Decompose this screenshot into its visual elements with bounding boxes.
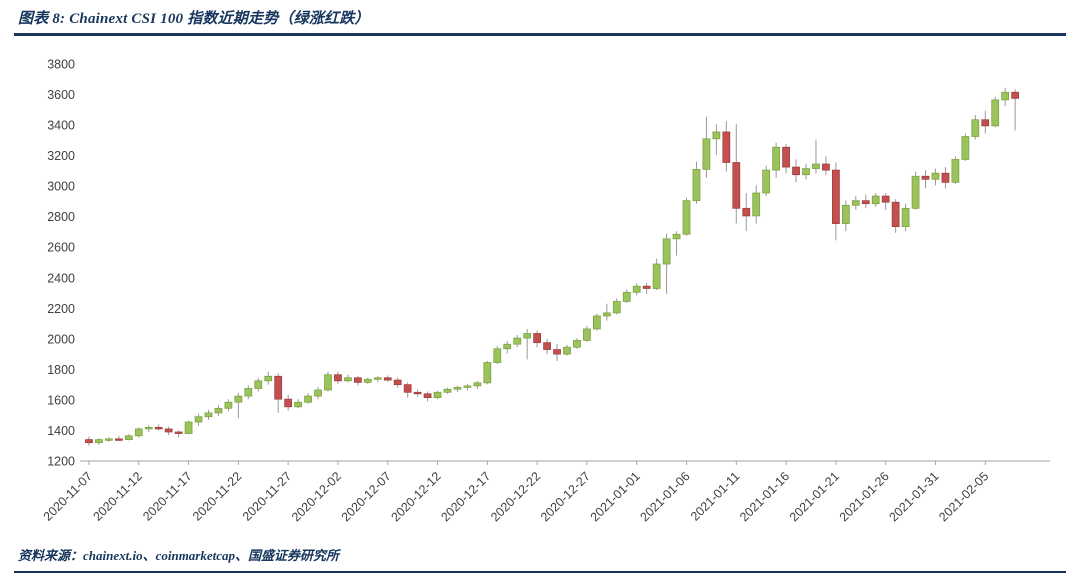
svg-text:2021-01-31: 2021-01-31 xyxy=(886,469,941,524)
svg-text:2021-01-21: 2021-01-21 xyxy=(787,469,842,524)
candlestick-chart: 1200 1400 1600 1800 2000 2200 2400 2600 2800 3000… xyxy=(41,58,1050,524)
svg-text:1400: 1400 xyxy=(47,424,75,438)
footer-divider xyxy=(14,571,1066,573)
svg-text:3600: 3600 xyxy=(47,88,75,102)
svg-text:3400: 3400 xyxy=(47,119,75,133)
svg-text:2800: 2800 xyxy=(47,210,75,224)
svg-text:2021-01-06: 2021-01-06 xyxy=(638,469,693,524)
svg-text:3200: 3200 xyxy=(47,149,75,163)
svg-text:2020-12-22: 2020-12-22 xyxy=(488,469,543,524)
svg-text:2020-11-07: 2020-11-07 xyxy=(41,469,95,523)
svg-text:2021-02-05: 2021-02-05 xyxy=(936,469,991,524)
svg-text:2020-11-17: 2020-11-17 xyxy=(140,469,194,523)
figure-footer: 资料来源：chainext.io、coinmarketcap、国盛证券研究所 xyxy=(0,541,1080,568)
svg-text:1600: 1600 xyxy=(47,393,75,407)
svg-text:2020-12-17: 2020-12-17 xyxy=(438,469,493,524)
svg-text:2021-01-01: 2021-01-01 xyxy=(588,469,643,524)
title-divider xyxy=(14,33,1066,36)
svg-text:2020-12-02: 2020-12-02 xyxy=(289,469,344,524)
svg-text:3000: 3000 xyxy=(47,180,75,194)
svg-text:2400: 2400 xyxy=(47,271,75,285)
page-title: 图表 8: Chainext CSI 100 指数近期走势（绿涨红跌） xyxy=(18,11,370,27)
figure-header: 图表 8: Chainext CSI 100 指数近期走势（绿涨红跌） xyxy=(0,0,1080,33)
svg-text:1200: 1200 xyxy=(47,455,75,469)
source-note: 资料来源：chainext.io、coinmarketcap、国盛证券研究所 xyxy=(18,548,340,563)
svg-text:2020-11-22: 2020-11-22 xyxy=(190,469,244,523)
svg-text:1800: 1800 xyxy=(47,363,75,377)
svg-text:2200: 2200 xyxy=(47,302,75,316)
svg-text:2020-12-12: 2020-12-12 xyxy=(389,469,444,524)
svg-text:2021-01-11: 2021-01-11 xyxy=(688,469,742,523)
svg-text:2021-01-16: 2021-01-16 xyxy=(737,469,792,524)
svg-text:2020-11-27: 2020-11-27 xyxy=(240,469,294,523)
svg-text:2000: 2000 xyxy=(47,332,75,346)
svg-text:3800: 3800 xyxy=(47,58,75,72)
svg-text:2020-12-27: 2020-12-27 xyxy=(538,469,593,524)
chart-area: 1200 1400 1600 1800 2000 2200 2400 2600 2800 3000… xyxy=(0,36,1080,541)
svg-text:2020-12-07: 2020-12-07 xyxy=(339,469,394,524)
svg-text:2020-11-12: 2020-11-12 xyxy=(90,469,144,523)
svg-text:2600: 2600 xyxy=(47,241,75,255)
svg-text:2021-01-26: 2021-01-26 xyxy=(837,469,892,524)
